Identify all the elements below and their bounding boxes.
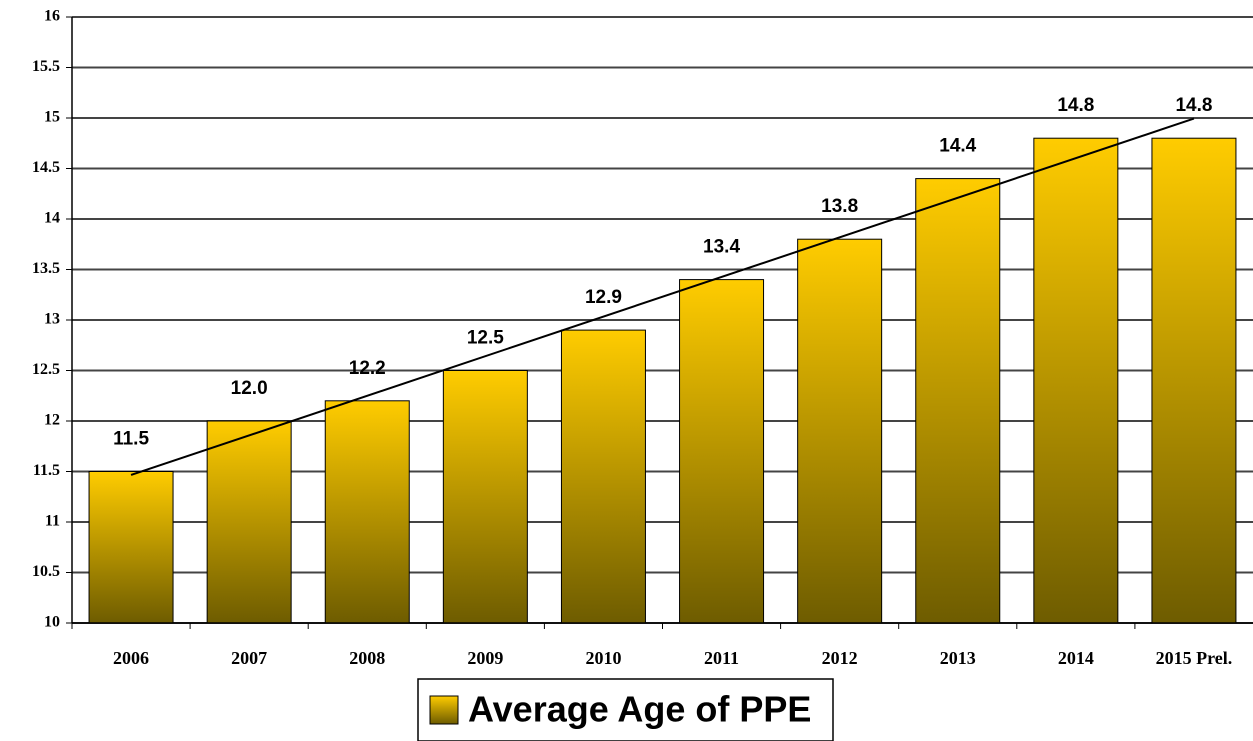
y-tick-label: 11	[45, 513, 60, 530]
legend-box	[417, 678, 834, 741]
y-tick-label: 11.5	[33, 462, 60, 479]
x-tick-label: 2012	[822, 648, 858, 668]
data-label: 13.4	[703, 237, 740, 258]
bar	[679, 279, 765, 624]
x-tick-label: 2009	[467, 648, 503, 668]
y-tick-label: 13	[44, 311, 60, 328]
y-tick-label: 14	[44, 210, 60, 227]
data-label: 11.5	[113, 429, 149, 450]
x-tick-label: 2006	[113, 648, 149, 668]
data-label: 12.5	[467, 328, 504, 349]
bar	[1151, 137, 1237, 624]
data-label: 13.8	[821, 196, 858, 217]
y-tick-label: 10	[44, 614, 60, 631]
x-tick-label: 2008	[349, 648, 385, 668]
x-tick-label: 2014	[1058, 648, 1094, 668]
y-tick-label: 10.5	[32, 563, 60, 580]
bar	[915, 178, 1001, 624]
y-tick-label: 12.5	[32, 361, 60, 378]
bar	[324, 400, 410, 624]
x-tick-label: 2011	[704, 648, 739, 668]
y-tick-label: 14.5	[32, 159, 60, 176]
legend-swatch	[429, 695, 459, 725]
y-tick-label: 16	[44, 8, 60, 25]
bar	[442, 370, 528, 624]
bar	[88, 471, 174, 624]
y-tick-label: 13.5	[32, 260, 60, 277]
y-tick-label: 12	[44, 412, 60, 429]
bar	[1033, 137, 1119, 624]
bar	[560, 329, 646, 624]
bar	[797, 238, 883, 624]
bar	[206, 420, 292, 624]
data-label: 14.8	[1057, 95, 1094, 116]
x-tick-label: 2007	[231, 648, 267, 668]
data-label: 14.4	[939, 136, 976, 157]
x-tick-label: 2013	[940, 648, 976, 668]
y-tick-label: 15.5	[32, 58, 60, 75]
legend-label: Average Age of PPE	[468, 689, 811, 730]
data-label: 14.8	[1175, 95, 1212, 116]
y-tick-label: 15	[44, 109, 60, 126]
data-label: 12.2	[349, 358, 386, 379]
x-tick-label: 2015 Prel.	[1156, 648, 1233, 668]
x-tick-label: 2010	[585, 648, 621, 668]
data-label: 12.9	[585, 287, 622, 308]
data-label: 12.0	[231, 378, 268, 399]
trend-line	[130, 117, 1195, 476]
